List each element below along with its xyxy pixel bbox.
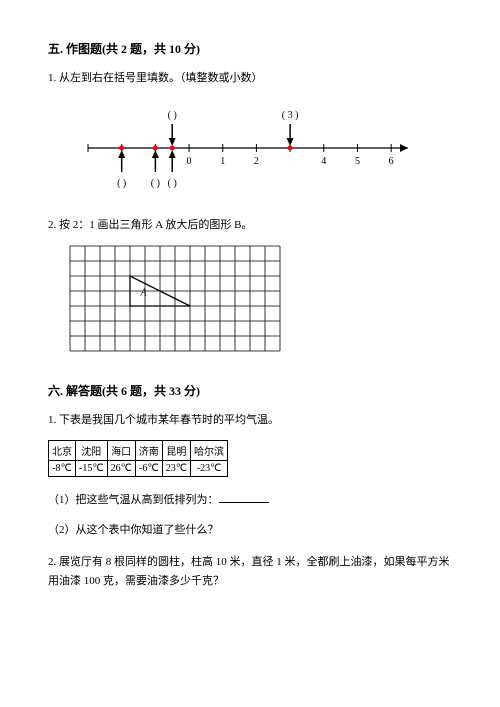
table-value-cell: -23℃ (191, 461, 228, 477)
q6-1-text: 1. 下表是我国几个城市某年春节时的平均气温。 (48, 411, 452, 430)
section-5-title: 五. 作图题(共 2 题，共 10 分) (48, 40, 452, 57)
table-header-cell: 哈尔滨 (191, 441, 228, 461)
svg-text:( ): ( ) (151, 178, 160, 189)
blank-line (219, 492, 269, 503)
q5-2-text: 2. 按 2：1 画出三角形 A 放大后的图形 B。 (48, 216, 452, 235)
table-header-cell: 沈阳 (76, 441, 108, 461)
table-value-cell: -6℃ (135, 461, 162, 477)
section-6-title: 六. 解答题(共 6 题，共 33 分) (48, 382, 452, 399)
table-header-row: 北京沈阳海口济南昆明哈尔滨 (49, 441, 228, 461)
table-header-cell: 昆明 (162, 441, 190, 461)
svg-text:1: 1 (220, 156, 225, 167)
svg-text:( ): ( ) (117, 178, 126, 189)
number-line-figure: 0 1 2 4 5 6 ( ) ( ) ( ) ( ) ( 3 ) (68, 98, 452, 198)
svg-text:( 3 ): ( 3 ) (282, 110, 299, 121)
grid-figure: A (68, 244, 452, 364)
q6-1-sub1: （1）把这些气温从高到低排列为： (48, 491, 452, 507)
table-value-cell: -15℃ (76, 461, 108, 477)
table-value-cell: -8℃ (49, 461, 76, 477)
temperature-table: 北京沈阳海口济南昆明哈尔滨 -8℃-15℃26℃-6℃23℃-23℃ (48, 440, 228, 477)
svg-text:A: A (140, 288, 148, 299)
q5-1-text: 1. 从左到右在括号里填数。（填整数或小数） (48, 69, 452, 88)
svg-text:4: 4 (321, 156, 326, 167)
q6-1-sub2: （2）从这个表中你知道了些什么？ (48, 521, 452, 537)
sub1-text: （1）把这些气温从高到低排列为： (48, 494, 219, 506)
table-value-cell: 26℃ (107, 461, 135, 477)
grid-svg: A (68, 244, 288, 359)
table-value-row: -8℃-15℃26℃-6℃23℃-23℃ (49, 461, 228, 477)
q6-2-text: 2. 展览厅有 8 根同样的圆柱，柱高 10 米，直径 1 米，全都刷上油漆，如… (48, 553, 452, 590)
number-line-svg: 0 1 2 4 5 6 ( ) ( ) ( ) ( ) ( 3 ) (68, 98, 428, 193)
table-header-cell: 北京 (49, 441, 76, 461)
table-header-cell: 济南 (135, 441, 162, 461)
svg-text:5: 5 (355, 156, 360, 167)
svg-text:( ): ( ) (168, 178, 177, 189)
table-header-cell: 海口 (107, 441, 135, 461)
table-value-cell: 23℃ (162, 461, 190, 477)
svg-text:6: 6 (389, 156, 394, 167)
svg-text:0: 0 (187, 156, 192, 167)
svg-text:2: 2 (254, 156, 259, 167)
svg-text:( ): ( ) (168, 110, 177, 121)
